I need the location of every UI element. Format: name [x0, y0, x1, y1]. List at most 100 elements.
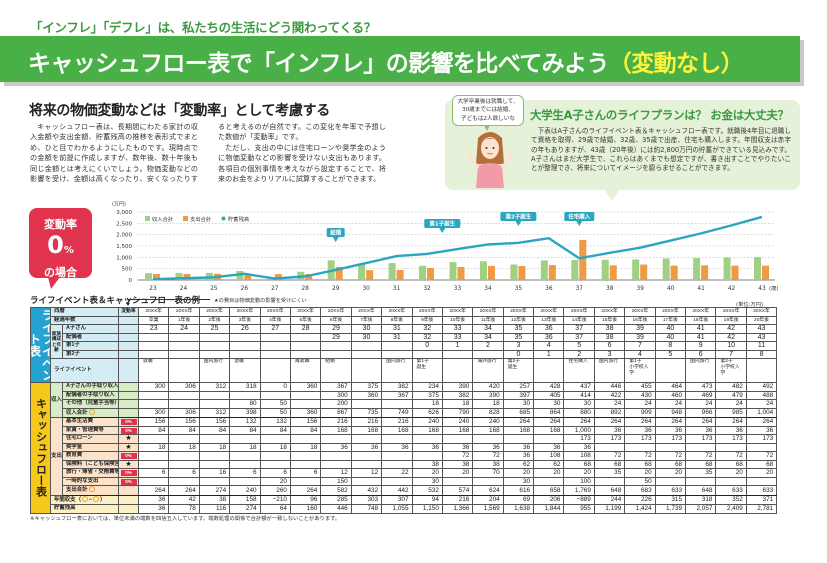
- value-cell: 72: [654, 451, 687, 461]
- total-cell: 264: [289, 485, 322, 496]
- value-cell: [381, 459, 413, 469]
- legend-label: 収入合計: [152, 215, 174, 223]
- balance-cell: 315: [654, 494, 687, 505]
- total-cell: 616: [502, 485, 535, 496]
- value-cell: 173: [715, 434, 747, 444]
- title-banner: [0, 36, 800, 82]
- value-cell: 6: [138, 468, 170, 478]
- x-tick-label: 33: [454, 286, 462, 292]
- value-cell: [715, 476, 747, 486]
- value-cell: 264: [533, 417, 565, 427]
- value-cell: 173: [654, 434, 687, 444]
- income-item-label: その他（児童手当等）: [61, 399, 120, 409]
- y-tick-label: 1,500: [116, 244, 132, 250]
- legend-label: 支出合計: [190, 215, 212, 223]
- value-cell: 240: [472, 417, 504, 427]
- y-tick-label: 2,500: [116, 221, 132, 227]
- total-cell: 624: [472, 485, 504, 496]
- elapsed-cell: 2年後: [198, 315, 231, 325]
- elapsed-cell: 8年後: [381, 315, 413, 325]
- plan-body: 下表はA子さんのライフイベント表＆キャッシュフロー表です。就職後4年目に退職して…: [531, 127, 791, 173]
- value-cell: 72: [715, 451, 747, 461]
- elapsed-cell: 卒業: [138, 315, 170, 325]
- total-cell: 1,769: [563, 485, 595, 496]
- x-unit-label: (歳): [769, 284, 778, 292]
- value-cell: [138, 399, 170, 409]
- age-cell: 30: [350, 324, 383, 334]
- event-cell: [745, 358, 778, 383]
- age-cell: [441, 349, 474, 359]
- total-cell: 864: [533, 407, 565, 418]
- event-cell: 第1子 誕生: [411, 358, 443, 383]
- expense-item-label: 旅行・帰省・交際費等: [61, 468, 120, 478]
- balance-cell: −210: [259, 494, 291, 505]
- value-cell: 18: [259, 442, 291, 452]
- total-cell: 398: [229, 407, 261, 418]
- value-cell: 20: [745, 468, 778, 478]
- value-cell: 156: [198, 417, 231, 427]
- age-cell: 39: [624, 332, 656, 342]
- event-cell: 退職: [229, 358, 261, 383]
- value-cell: 264: [502, 417, 535, 427]
- age-cell: 5: [654, 349, 687, 359]
- rate-cell: [118, 407, 140, 418]
- value-cell: 24: [685, 399, 717, 409]
- total-cell: 300: [138, 407, 170, 418]
- age-cell: 8: [745, 349, 778, 359]
- value-cell: 173: [685, 434, 717, 444]
- elapsed-cell: 3年後: [229, 315, 261, 325]
- value-cell: [198, 459, 231, 469]
- annotation-label: 結婚: [330, 229, 342, 237]
- value-cell: 36: [381, 442, 413, 452]
- value-cell: 68: [715, 459, 747, 469]
- value-cell: 488: [745, 390, 778, 400]
- value-cell: [198, 434, 231, 444]
- balance-label: 年間収支（ −）: [49, 494, 120, 505]
- age-cell: [472, 349, 504, 359]
- age-cell: 30: [350, 332, 383, 342]
- table-row: 経過年数 卒業 1年後 2年後 3年後 4年後 5年後 6年後 7年後 8年後 9年後 10年後 11年…: [31, 315, 778, 325]
- savings-cell: 2,781: [745, 504, 778, 514]
- value-cell: [533, 434, 565, 444]
- age-cell: 6: [685, 349, 717, 359]
- value-cell: [593, 476, 626, 486]
- value-cell: 72: [472, 451, 504, 461]
- value-cell: 18: [289, 442, 322, 452]
- speech-bubble-tail: [484, 125, 490, 131]
- age-cell: 28: [289, 324, 322, 334]
- value-cell: 168: [350, 425, 383, 435]
- rate-cell: 0%: [118, 425, 140, 435]
- rate-badge-small: 0%: [120, 427, 137, 434]
- legend-label: 貯蓄残高: [228, 215, 249, 223]
- income-bar: [479, 261, 487, 280]
- y-tick-label: 0: [129, 278, 133, 284]
- balance-cell: 69: [502, 494, 535, 505]
- rate-cell: [118, 315, 140, 325]
- value-cell: 50: [624, 476, 656, 486]
- value-cell: 36: [502, 451, 535, 461]
- annotation-label: 第2子誕生: [505, 213, 531, 221]
- value-cell: 36: [654, 425, 687, 435]
- value-cell: 200: [320, 399, 352, 409]
- income-bar: [540, 260, 548, 280]
- elapsed-cell: 1年後: [168, 315, 200, 325]
- table-row: 年間収支（ −） 36 42 38 158 −210 96 285 303 307 94 216 204 6…: [31, 494, 778, 505]
- year-cell: 20XX年: [624, 307, 656, 317]
- value-cell: [350, 476, 383, 486]
- value-cell: 6: [168, 468, 200, 478]
- savings-cell: 78: [168, 504, 200, 514]
- total-cell: 312: [198, 407, 231, 418]
- balance-label-part: 年間収支: [54, 496, 76, 503]
- value-cell: [350, 451, 383, 461]
- total-cell: 432: [350, 485, 383, 496]
- age-cell: 36: [533, 332, 565, 342]
- year-cell: 20XX年: [745, 307, 778, 317]
- x-tick-label: 28: [302, 286, 310, 292]
- savings-cell: 955: [563, 504, 595, 514]
- rate-badge-small: 0%: [120, 453, 137, 459]
- value-cell: [320, 459, 352, 469]
- x-tick-label: 34: [484, 286, 492, 292]
- year-cell: 20XX年: [320, 307, 352, 317]
- expense-item-label: 奨学金: [61, 442, 120, 452]
- value-cell: 422: [593, 390, 626, 400]
